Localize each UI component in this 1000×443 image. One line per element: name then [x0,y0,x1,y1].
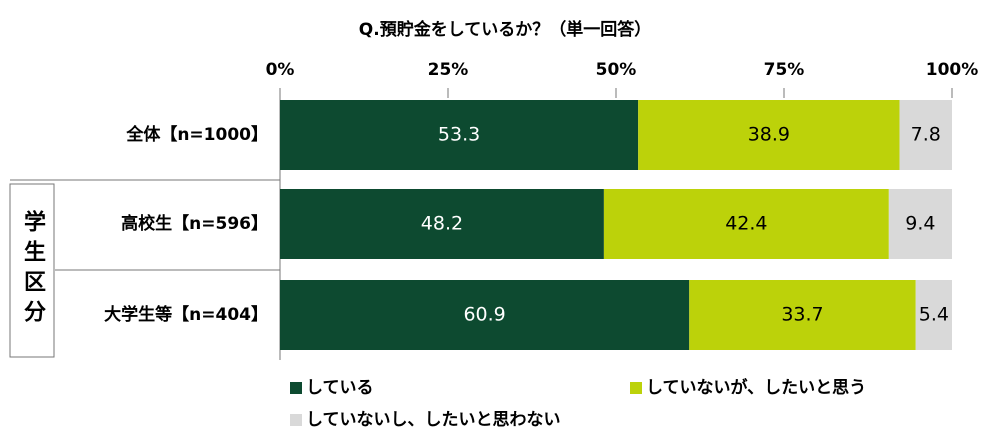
value-label: 42.4 [725,213,767,235]
x-tick-label: 75% [764,60,805,80]
value-label: 9.4 [905,213,935,235]
value-label: 5.4 [919,304,949,326]
bar-segment [638,100,900,170]
x-tick-label: 50% [596,60,637,80]
legend-label: していないが、したいと思う [646,377,866,398]
bar-segment [603,189,889,259]
x-tick-label: 0% [266,60,295,80]
y-tick-label: 大学生等【n=404】 [104,304,268,325]
legend-swatch [290,414,302,426]
x-tick-label: 100% [926,60,979,80]
value-label: 7.8 [911,124,941,146]
value-label: 33.7 [781,304,823,326]
value-label: 60.9 [463,304,505,326]
x-tick-label: 25% [428,60,469,80]
group-box [9,183,55,358]
legend-swatch [290,382,302,394]
bar-segment [689,280,916,350]
legend-swatch [630,382,642,394]
bar-segment [899,100,952,170]
value-label: 48.2 [421,213,463,235]
bar-segment [280,280,690,350]
bar-segment [280,189,604,259]
y-tick-label: 高校生【n=596】 [121,213,268,234]
legend-label: していないし、したいと思わない [306,410,561,430]
value-label: 38.9 [748,124,790,146]
bar-segment [888,189,952,259]
bar-segment [915,280,952,350]
bar-segment [280,100,639,170]
legend-label: している [306,378,374,398]
chart-title: Q.預貯金をしているか？（単一回答） [359,19,651,40]
group-label: 学生区分 [20,209,46,330]
y-tick-label: 全体【n=1000】 [125,124,268,145]
value-label: 53.3 [438,124,480,146]
